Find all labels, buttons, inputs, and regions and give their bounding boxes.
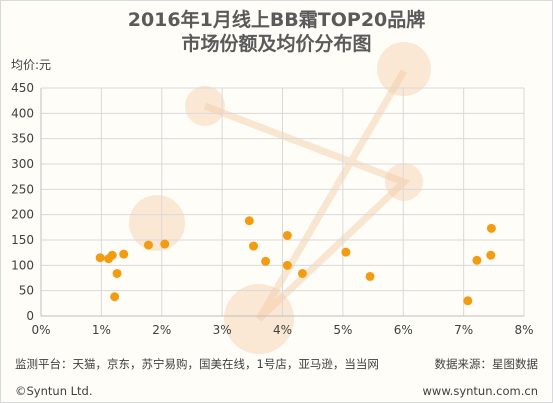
x-tick-label: 1%	[92, 323, 111, 337]
x-tick-label: 0%	[31, 323, 50, 337]
watermark-circle	[377, 42, 431, 96]
watermark-circle	[129, 195, 185, 251]
scatter-point	[486, 250, 496, 260]
website-link[interactable]: www.syntun.com.cn	[422, 384, 538, 398]
scatter-point	[486, 223, 496, 233]
axes	[40, 88, 524, 317]
watermark-stroke	[203, 69, 411, 322]
scatter-point	[119, 249, 129, 259]
y-tick-label: 100	[11, 258, 34, 272]
copyright: ©Syntun Ltd.	[15, 384, 93, 398]
y-tick-label: 200	[11, 208, 34, 222]
watermark-logo	[129, 42, 431, 354]
scatter-point	[261, 256, 271, 266]
scatter-point	[160, 239, 170, 249]
x-tick-label: 4%	[273, 323, 292, 337]
scatter-point	[463, 296, 473, 306]
data-source: 数据来源：星图数据	[434, 357, 539, 371]
y-tick-label: 400	[11, 106, 34, 120]
scatter-point	[341, 247, 351, 257]
y-tick-label: 300	[11, 157, 34, 171]
scatter-point	[244, 216, 254, 226]
scatter-point	[249, 241, 259, 251]
scatter-point	[297, 268, 307, 278]
scatter-point	[110, 292, 120, 302]
scatter-point	[365, 271, 375, 281]
platforms-note: 监测平台：天猫，京东，苏宁易购，国美在线，1号店，亚马逊，当当网	[15, 357, 379, 371]
x-tick-label: 3%	[213, 323, 232, 337]
watermark-circle	[224, 284, 294, 354]
tick-labels: 0 50 100 150 200 250 300 350 400 450 0% 1% 2% 3% 4% 5% 6…	[11, 81, 533, 337]
watermark-circle	[385, 163, 423, 201]
y-tick-label: 150	[11, 233, 34, 247]
scatter-point	[282, 230, 292, 240]
grid-lines	[41, 87, 525, 316]
y-tick-label: 450	[11, 81, 34, 95]
scatter-point	[143, 240, 153, 250]
scatter-point	[282, 260, 292, 270]
x-tick-label: 6%	[394, 323, 413, 337]
scatter-point	[95, 253, 105, 263]
scatter-point	[472, 255, 482, 265]
x-tick-label: 7%	[454, 323, 473, 337]
chart-title: 2016年1月线上BB霜TOP20品牌	[127, 9, 426, 31]
chart-subtitle: 市场份额及均价分布图	[181, 33, 372, 55]
x-tick-label: 8%	[514, 323, 533, 337]
scatter-point	[112, 268, 122, 278]
x-tick-label: 2%	[152, 323, 171, 337]
x-tick-label: 5%	[333, 323, 352, 337]
y-tick-label: 50	[19, 284, 34, 298]
data-points	[95, 216, 496, 306]
y-tick-label: 0	[26, 309, 34, 323]
watermark-circle	[185, 86, 225, 126]
y-axis-label: 均价:元	[11, 58, 52, 72]
y-tick-label: 350	[11, 132, 34, 146]
y-tick-label: 250	[11, 182, 34, 196]
scatter-point	[107, 250, 117, 260]
